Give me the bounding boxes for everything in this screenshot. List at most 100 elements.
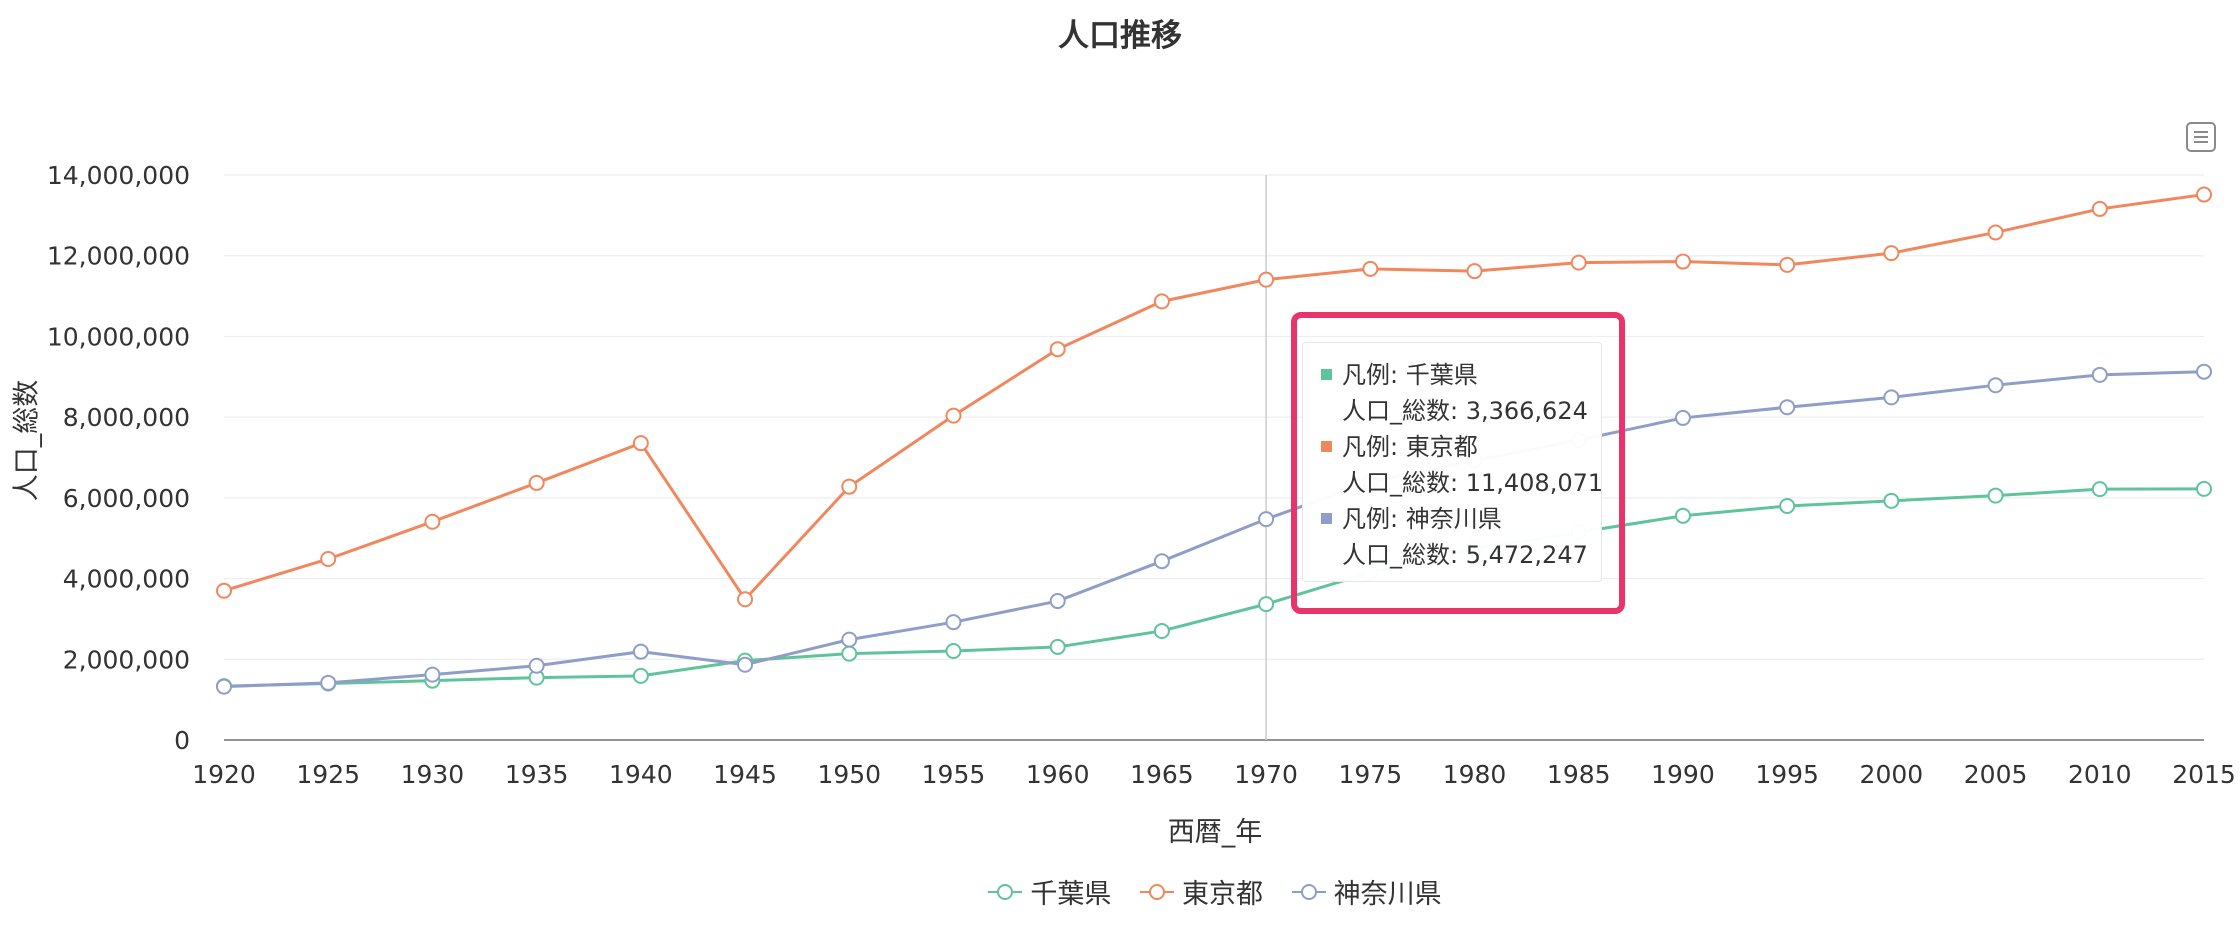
data-point xyxy=(320,674,337,691)
x-tick-label: 1995 xyxy=(1755,760,1819,789)
data-point xyxy=(1153,293,1170,310)
data-point xyxy=(737,591,754,608)
data-point xyxy=(528,474,545,491)
data-point xyxy=(1674,507,1691,524)
data-point xyxy=(1466,263,1483,280)
x-tick-label: 1960 xyxy=(1026,760,1090,789)
legend-label: 神奈川県 xyxy=(1333,879,1442,910)
data-point xyxy=(320,550,337,567)
x-tick-label: 1920 xyxy=(192,760,256,789)
y-tick-label: 4,000,000 xyxy=(63,565,190,594)
data-point xyxy=(945,614,962,631)
data-point xyxy=(1674,253,1691,270)
tooltip-value: 人口_総数: 11,408,071 xyxy=(1342,469,1604,497)
y-tick-label: 2,000,000 xyxy=(63,645,190,674)
data-point xyxy=(841,478,858,495)
data-point xyxy=(1258,271,1275,288)
legend-swatch xyxy=(1140,883,1174,900)
data-point xyxy=(528,657,545,674)
data-point xyxy=(632,435,649,452)
data-point xyxy=(1883,492,1900,509)
legend-item-chiba[interactable]: 千葉県 xyxy=(988,872,1111,911)
x-tick-label: 2010 xyxy=(2068,760,2132,789)
data-point xyxy=(2091,366,2108,383)
tooltip-marker xyxy=(1321,440,1332,452)
x-tick-label: 1975 xyxy=(1339,760,1403,789)
x-tick-label: 2015 xyxy=(2172,760,2236,789)
data-point xyxy=(841,645,858,662)
data-point xyxy=(2196,186,2212,203)
legend-label: 東京都 xyxy=(1182,879,1263,910)
data-point xyxy=(737,656,754,673)
x-tick-label: 2000 xyxy=(1860,760,1924,789)
tooltip-legend-text: 凡例: 千葉県 xyxy=(1342,361,1478,389)
data-point xyxy=(632,643,649,660)
x-tick-label: 1940 xyxy=(609,760,673,789)
tooltip-legend-text: 凡例: 神奈川県 xyxy=(1342,505,1502,533)
x-tick-label: 1950 xyxy=(817,760,881,789)
chart-menu-button[interactable] xyxy=(2186,122,2216,152)
legend-item-kanagawa[interactable]: 神奈川県 xyxy=(1291,872,1442,911)
data-point xyxy=(945,407,962,424)
data-point xyxy=(1987,224,2004,241)
data-point xyxy=(216,582,232,599)
x-tick-label: 1980 xyxy=(1443,760,1507,789)
y-tick-label: 12,000,000 xyxy=(47,242,190,271)
data-point xyxy=(1674,409,1691,426)
data-point xyxy=(424,666,441,683)
data-point xyxy=(216,678,232,695)
y-tick-label: 14,000,000 xyxy=(47,161,190,190)
data-point xyxy=(1258,511,1275,528)
tooltip-value: 人口_総数: 3,366,624 xyxy=(1342,397,1588,425)
tooltip-marker xyxy=(1321,368,1332,380)
data-point xyxy=(1779,256,1796,273)
data-point xyxy=(1049,593,1066,610)
y-tick-label: 6,000,000 xyxy=(63,484,190,513)
x-tick-label: 1945 xyxy=(713,760,777,789)
tooltip-legend-row: 凡例: 神奈川県 xyxy=(1321,501,1601,537)
tooltip-highlight-box xyxy=(1291,312,1625,614)
tooltip-value: 人口_総数: 5,472,247 xyxy=(1342,541,1588,569)
series-line xyxy=(223,487,2205,688)
data-point xyxy=(945,643,962,660)
y-tick-label: 8,000,000 xyxy=(63,403,190,432)
legend: 千葉県 東京都 神奈川県 xyxy=(0,872,2240,911)
data-point xyxy=(1883,389,1900,406)
series-line xyxy=(223,193,2205,602)
data-point xyxy=(1987,377,2004,394)
data-point xyxy=(1049,638,1066,655)
tooltip-marker xyxy=(1321,512,1332,524)
x-tick-label: 1970 xyxy=(1234,760,1298,789)
data-point xyxy=(1153,622,1170,639)
x-axis-label: 西暦_年 xyxy=(1167,817,1263,848)
legend-item-tokyo[interactable]: 東京都 xyxy=(1140,872,1263,911)
data-point xyxy=(2091,481,2108,498)
data-point xyxy=(2196,363,2212,380)
x-tick-label: 2005 xyxy=(1964,760,2028,789)
data-point xyxy=(1883,245,1900,262)
tooltip-legend-row: 凡例: 東京都 xyxy=(1321,429,1601,465)
data-point xyxy=(1779,498,1796,515)
tooltip-legend-row: 凡例: 千葉県 xyxy=(1321,357,1601,393)
data-point xyxy=(841,631,858,648)
x-tick-label: 1990 xyxy=(1651,760,1715,789)
data-point xyxy=(424,513,441,530)
x-tick-label: 1955 xyxy=(922,760,986,789)
data-point xyxy=(632,667,649,684)
data-point xyxy=(2091,200,2108,217)
data-point xyxy=(1570,254,1587,271)
data-point xyxy=(1049,341,1066,358)
y-axis-label: 人口_総数 xyxy=(11,379,43,501)
tooltip-legend-text: 凡例: 東京都 xyxy=(1342,433,1478,461)
data-point xyxy=(1362,260,1379,277)
y-tick-label: 10,000,000 xyxy=(47,322,190,351)
x-tick-label: 1935 xyxy=(505,760,569,789)
data-point xyxy=(1779,399,1796,416)
data-point xyxy=(1987,487,2004,504)
legend-label: 千葉県 xyxy=(1030,879,1112,910)
x-tick-label: 1925 xyxy=(296,760,360,789)
y-tick-label: 0 xyxy=(174,726,190,755)
series-line xyxy=(223,370,2205,689)
